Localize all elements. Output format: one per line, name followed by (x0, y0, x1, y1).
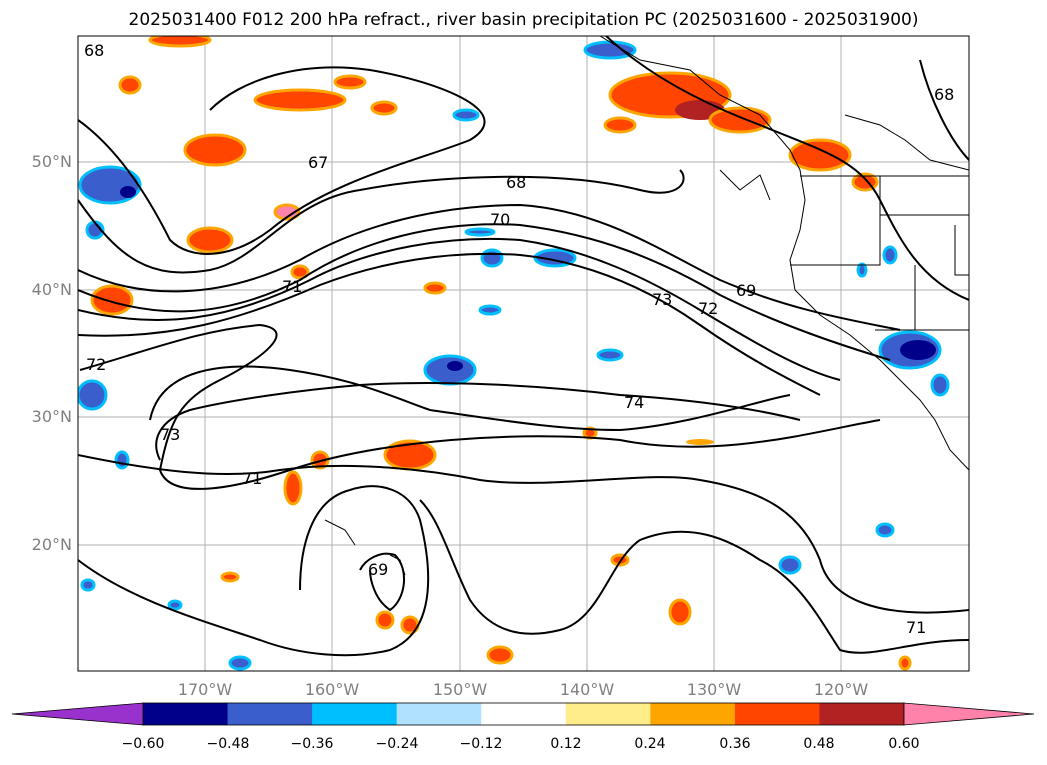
colorbar-extend-low (11, 702, 144, 726)
colorbar-tick: −0.48 (206, 736, 250, 752)
colorbar-segment (481, 703, 567, 725)
colorbar-segment (819, 703, 905, 725)
colorbar-segments (142, 702, 905, 726)
colorbar-segment (312, 703, 398, 725)
lon-label-150w: 150°W (432, 680, 488, 699)
colorbar-tick: 0.36 (719, 736, 751, 752)
lon-label-140w: 140°W (559, 680, 615, 699)
lon-label-120w: 120°W (813, 680, 869, 699)
gridlines (78, 36, 969, 671)
coastlines (324, 36, 969, 576)
colorbar-tick: 0.60 (888, 736, 920, 752)
contour-label-69-s: 69 (368, 560, 388, 579)
lat-label-30n: 30°N (31, 407, 72, 426)
contour-label-71-se: 71 (906, 618, 926, 637)
lon-label-160w: 160°W (304, 680, 360, 699)
lat-label-40n: 40°N (31, 280, 72, 299)
colorbar-tick: −0.60 (121, 736, 165, 752)
colorbar-segment (650, 703, 736, 725)
lat-label-50n: 50°N (31, 152, 72, 171)
colorbar-tick: −0.24 (375, 736, 419, 752)
contour-label-69-e: 69 (736, 281, 756, 300)
contour-label-73-w: 73 (160, 425, 180, 444)
colorbar-segment (227, 703, 313, 725)
contour-label-74: 74 (624, 393, 644, 412)
colorbar-tick: −0.12 (459, 736, 503, 752)
contour-label-68-ne: 68 (934, 85, 954, 104)
colorbar-tick: −0.36 (290, 736, 334, 752)
positive-precip-areas (90, 36, 912, 671)
colorbar-tick: 0.12 (550, 736, 582, 752)
contour-label-71-w: 71 (282, 277, 302, 296)
contour-label-73-e: 73 (652, 290, 672, 309)
contour-label-72-w: 72 (86, 355, 106, 374)
contour-label-68: 68 (506, 173, 526, 192)
colorbar-tick: 0.24 (634, 736, 666, 752)
contour-label-68-nw: 68 (84, 41, 104, 60)
contour-label-72-e: 72 (698, 299, 718, 318)
colorbar-segment (734, 703, 820, 725)
contour-label-71-s: 71 (242, 469, 262, 488)
colorbar-segment (396, 703, 482, 725)
colorbar-segment (143, 703, 229, 725)
colorbar-tick: 0.48 (803, 736, 835, 752)
refractivity-contours (78, 36, 969, 657)
lon-label-170w: 170°W (177, 680, 233, 699)
contour-label-67: 67 (308, 153, 328, 172)
negative-precip-areas (78, 40, 950, 671)
colorbar-segment (565, 703, 651, 725)
contour-labels: 68 67 68 70 71 69 73 72 72 73 74 71 69 7… (84, 41, 954, 637)
lat-label-20n: 20°N (31, 535, 72, 554)
map-frame (77, 35, 970, 672)
lon-label-130w: 130°W (686, 680, 742, 699)
map-title: 2025031400 F012 200 hPa refract., river … (128, 10, 919, 30)
contour-label-70: 70 (490, 210, 510, 229)
colorbar-extend-high (903, 702, 1035, 726)
